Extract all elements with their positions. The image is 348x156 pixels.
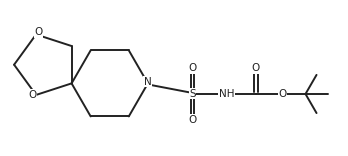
- Text: O: O: [29, 90, 37, 100]
- Text: S: S: [189, 89, 196, 99]
- Text: O: O: [34, 27, 42, 37]
- Text: O: O: [188, 115, 197, 125]
- Text: O: O: [188, 63, 197, 73]
- Text: O: O: [278, 89, 286, 99]
- Text: N: N: [144, 77, 152, 87]
- Text: O: O: [252, 63, 260, 73]
- Text: NH: NH: [219, 89, 234, 99]
